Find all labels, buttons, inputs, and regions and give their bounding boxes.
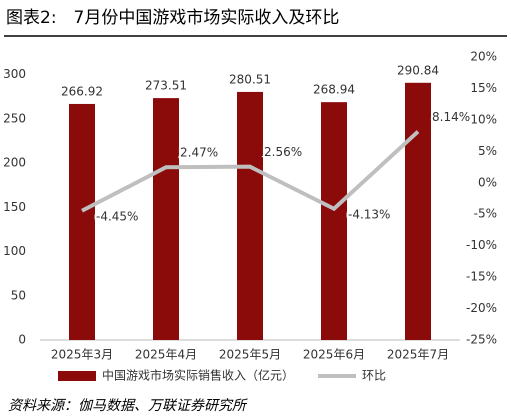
- y2-tick-label: 5%: [478, 144, 497, 158]
- x-tick-label: 2025年4月: [135, 348, 197, 362]
- x-tick-label: 2025年5月: [219, 348, 281, 362]
- y2-tick-label: -15%: [466, 270, 497, 284]
- bar-value-label: 273.51: [145, 79, 187, 93]
- y2-tick-label: 20%: [470, 50, 497, 64]
- line-series: [81, 130, 420, 213]
- x-tick-label: 2025年3月: [51, 348, 113, 362]
- bar-value-label: 268.94: [313, 83, 355, 97]
- line-value-label: -4.45%: [96, 209, 138, 223]
- line-value-label: 8.14%: [432, 110, 470, 124]
- y2-tick-label: 0%: [478, 175, 497, 189]
- y2-tick-label: 15%: [470, 81, 497, 95]
- source-note: 资料来源：伽马数据、万联证券研究所: [8, 398, 248, 414]
- bar: [237, 91, 263, 340]
- chart-title: 图表2: 7月份中国游戏市场实际收入及环比: [6, 8, 339, 28]
- bar: [153, 98, 179, 340]
- y-tick-label: 0: [18, 333, 26, 347]
- y2-tick-label: 10%: [470, 112, 497, 126]
- y-tick-label: 100: [3, 244, 26, 258]
- legend-label: 环比: [362, 369, 386, 383]
- y-tick-label: 250: [3, 111, 26, 125]
- bar-value-label: 280.51: [229, 72, 271, 86]
- line-value-label: 2.47%: [180, 146, 218, 160]
- y2-tick-label: -10%: [466, 238, 497, 252]
- y-tick-label: 150: [3, 200, 26, 214]
- bar-value-label: 290.84: [397, 63, 439, 77]
- legend-label: 中国游戏市场实际销售收入（亿元）: [102, 368, 294, 383]
- bar: [69, 103, 95, 340]
- line-value-label: -4.13%: [348, 207, 390, 221]
- bar-value-label: 266.92: [61, 84, 103, 98]
- legend-swatch: [58, 371, 96, 381]
- y2-tick-label: -5%: [474, 207, 497, 221]
- bar: [405, 82, 431, 340]
- y-tick-label: 200: [3, 156, 26, 170]
- y2-tick-label: -25%: [466, 333, 497, 347]
- line-value-label: 2.56%: [264, 145, 302, 159]
- y2-tick-label: -20%: [466, 301, 497, 315]
- bar: [321, 102, 347, 340]
- y-tick-label: 300: [3, 67, 26, 81]
- x-tick-label: 2025年6月: [303, 348, 365, 362]
- y-tick-label: 50: [11, 288, 26, 302]
- x-tick-label: 2025年7月: [387, 348, 449, 362]
